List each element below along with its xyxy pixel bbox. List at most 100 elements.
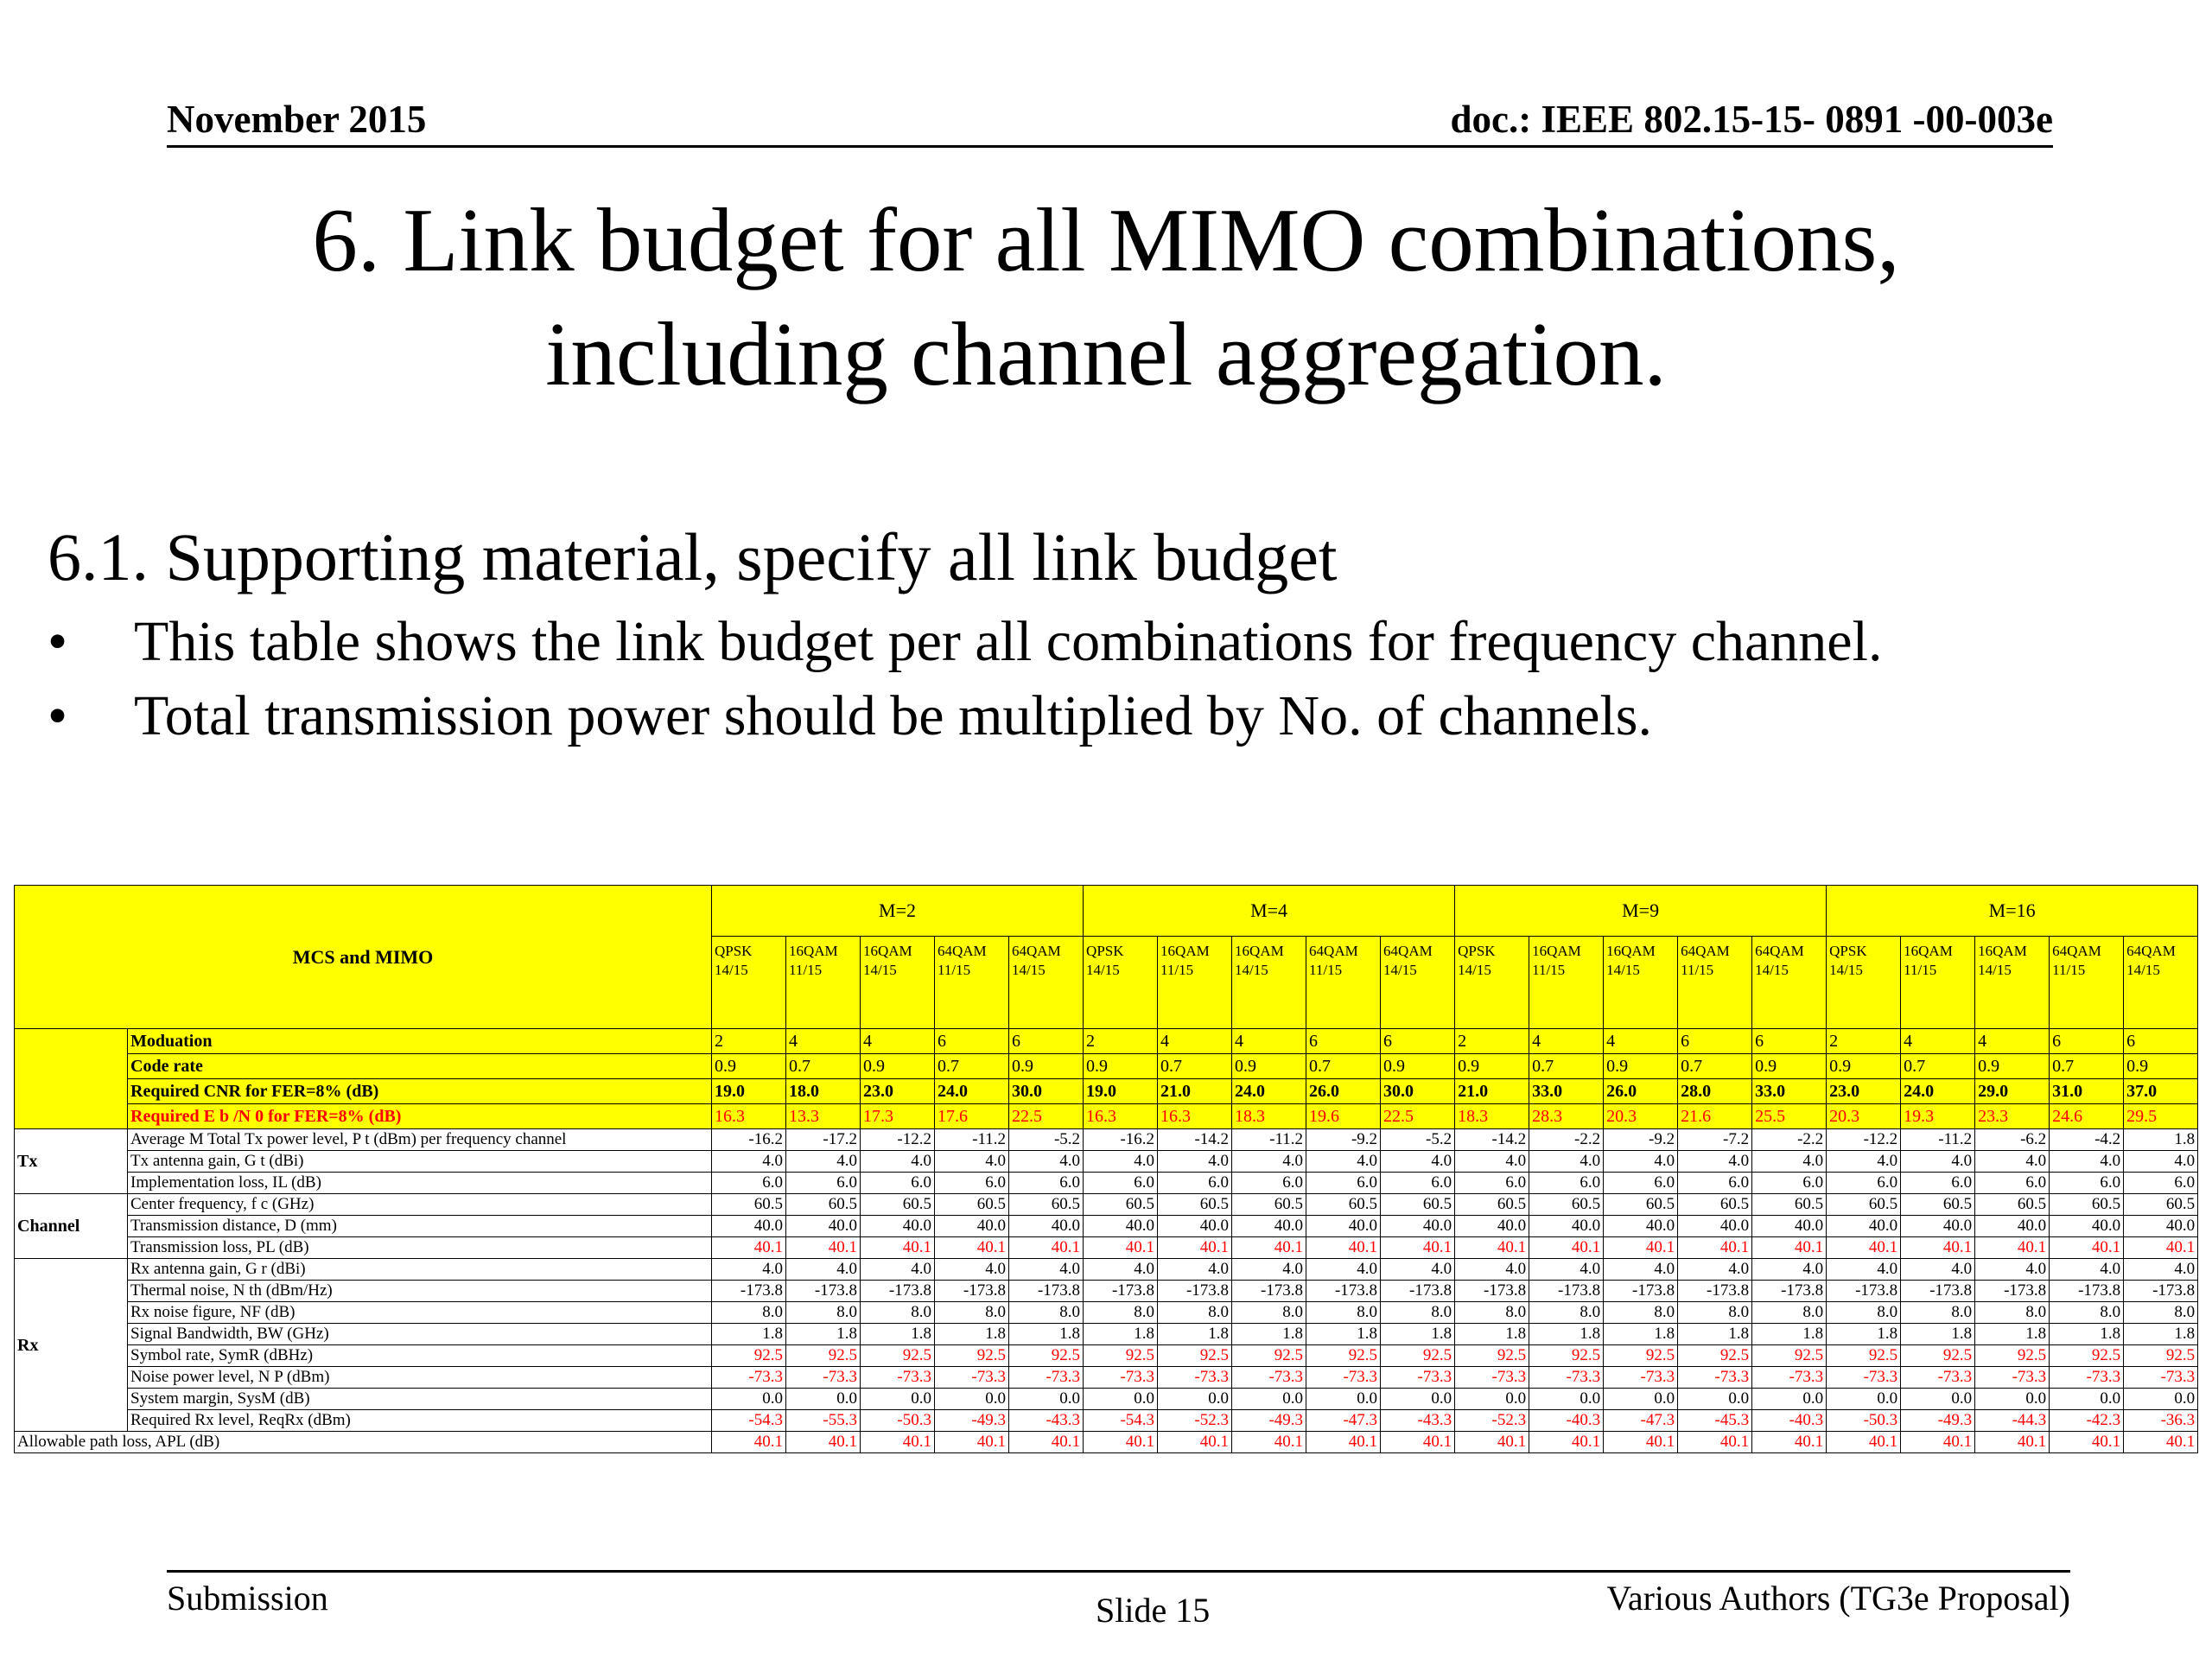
row-value: -47.3 <box>1603 1409 1679 1432</box>
row-value: -40.3 <box>1529 1409 1605 1432</box>
row-value: -9.2 <box>1603 1128 1679 1151</box>
row-value: 8.0 <box>1007 1301 1084 1324</box>
param-value: 23.0 <box>1826 1078 1902 1104</box>
row-value: 4.0 <box>711 1258 786 1281</box>
row-value: 40.1 <box>860 1236 935 1259</box>
param-value: 19.3 <box>1900 1103 1976 1129</box>
mode-name: 16QAM <box>1235 943 1284 959</box>
row-value: 4.0 <box>785 1150 861 1173</box>
mode-name: 64QAM <box>2126 943 2176 959</box>
param-value: 6 <box>2049 1028 2125 1054</box>
param-value: 16.3 <box>1157 1103 1233 1129</box>
row-value: 6.0 <box>1454 1172 1530 1194</box>
param-value: 6 <box>1677 1028 1753 1054</box>
row-value: 60.5 <box>860 1193 935 1216</box>
row-value: 4.0 <box>1603 1258 1679 1281</box>
row-value: 4.0 <box>1157 1150 1233 1173</box>
row-value: -17.2 <box>785 1128 861 1151</box>
row-value: 6.0 <box>711 1172 786 1194</box>
header-date: November 2015 <box>167 98 427 141</box>
row-value: 6.0 <box>1157 1172 1233 1194</box>
mode-rate: 11/15 <box>789 962 823 978</box>
mode-name: 16QAM <box>789 943 838 959</box>
row-value: 1.8 <box>2123 1128 2199 1151</box>
row-value: 60.5 <box>1157 1193 1233 1216</box>
group-header: M=9 <box>1454 885 1827 937</box>
mode-rate: 14/15 <box>1012 962 1046 978</box>
bullet-text: Total transmission power should be multi… <box>134 684 1652 747</box>
row-value: 40.0 <box>1231 1215 1307 1237</box>
mode-name: 16QAM <box>1904 943 1953 959</box>
row-value: -173.8 <box>711 1280 786 1302</box>
row-value: -7.2 <box>1677 1128 1753 1151</box>
header-divider <box>167 145 2053 148</box>
row-value: 0.0 <box>1900 1388 1976 1410</box>
row-value: 4.0 <box>1900 1150 1976 1173</box>
row-value: 4.0 <box>1231 1150 1307 1173</box>
table-header-groups-row: MCS and MIMO M=2 M=4 M=9 M=16 <box>14 885 2199 1029</box>
mode-header: 64QAM 11/15 <box>2049 936 2125 1029</box>
budget-row: Noise power level, N P (dBm) -73.3 -73.3 -7… <box>15 1366 2199 1389</box>
row-value: 4.0 <box>1380 1258 1456 1281</box>
mode-name: QPSK <box>1829 943 1867 959</box>
row-value: 92.5 <box>1677 1344 1753 1367</box>
mode-name: 64QAM <box>1012 943 1061 959</box>
row-value: -2.2 <box>1751 1128 1827 1151</box>
row-value: -14.2 <box>1454 1128 1530 1151</box>
row-value: 4.0 <box>1974 1258 2050 1281</box>
mode-name: 64QAM <box>1681 943 1730 959</box>
row-value: -49.3 <box>934 1409 1009 1432</box>
budget-row: Channel Center frequency, f c (GHz) 60.5 60… <box>14 1193 2199 1259</box>
row-value: 60.5 <box>1751 1193 1827 1216</box>
row-value: 8.0 <box>1454 1301 1530 1324</box>
row-value: 40.0 <box>934 1215 1009 1237</box>
param-value: 23.3 <box>1974 1103 2050 1129</box>
mode-name: 16QAM <box>1978 943 2027 959</box>
group-header: M=2 <box>710 885 1084 937</box>
row-value: 40.1 <box>1007 1236 1084 1259</box>
mode-rate: 14/15 <box>863 962 897 978</box>
row-value: 8.0 <box>785 1301 861 1324</box>
param-value: 4 <box>1974 1028 2050 1054</box>
row-value: -73.3 <box>1751 1366 1827 1389</box>
row-value: 0.0 <box>1231 1388 1307 1410</box>
mode-header: 16QAM 11/15 <box>1157 936 1233 1029</box>
row-value: 40.1 <box>1974 1236 2050 1259</box>
final-row-label: Allowable path loss, APL (dB) <box>14 1431 712 1453</box>
param-value: 19.6 <box>1306 1103 1382 1129</box>
row-value: 4.0 <box>2123 1258 2199 1281</box>
mode-header: 64QAM 14/15 <box>1007 936 1084 1029</box>
param-value: 16.3 <box>1083 1103 1159 1129</box>
row-value: -173.8 <box>860 1280 935 1302</box>
row-value: -43.3 <box>1007 1409 1084 1432</box>
param-value: 31.0 <box>2049 1078 2125 1104</box>
row-value: 8.0 <box>1751 1301 1827 1324</box>
param-value: 21.0 <box>1454 1078 1530 1104</box>
row-value: 4.0 <box>2049 1258 2125 1281</box>
mode-header: 64QAM 14/15 <box>1751 936 1827 1029</box>
mode-name: 16QAM <box>1532 943 1581 959</box>
param-value: 6 <box>1380 1028 1456 1054</box>
row-value: 40.0 <box>1306 1215 1382 1237</box>
bullet-glyph: • <box>48 610 68 673</box>
row-label: Thermal noise, N th (dBm/Hz) <box>127 1280 712 1302</box>
row-value: 6.0 <box>1083 1172 1159 1194</box>
row-value: -45.3 <box>1677 1409 1753 1432</box>
row-value: 4.0 <box>1007 1258 1084 1281</box>
row-value: 40.1 <box>1529 1431 1605 1453</box>
row-value: 0.0 <box>1083 1388 1159 1410</box>
param-value: 4 <box>1529 1028 1605 1054</box>
mode-header: 64QAM 11/15 <box>934 936 1009 1029</box>
mode-header: QPSK 14/15 <box>711 936 786 1029</box>
section-label: Channel <box>14 1193 128 1259</box>
mode-rate: 14/15 <box>1235 962 1268 978</box>
row-value: 8.0 <box>1231 1301 1307 1324</box>
row-value: -16.2 <box>711 1128 786 1151</box>
row-value: 40.0 <box>1454 1215 1530 1237</box>
param-value: 26.0 <box>1603 1078 1679 1104</box>
param-value: 6 <box>1306 1028 1382 1054</box>
row-value: 92.5 <box>1900 1344 1976 1367</box>
row-value: 40.0 <box>1677 1215 1753 1237</box>
row-value: 92.5 <box>1231 1344 1307 1367</box>
param-value: 4 <box>785 1028 861 1054</box>
